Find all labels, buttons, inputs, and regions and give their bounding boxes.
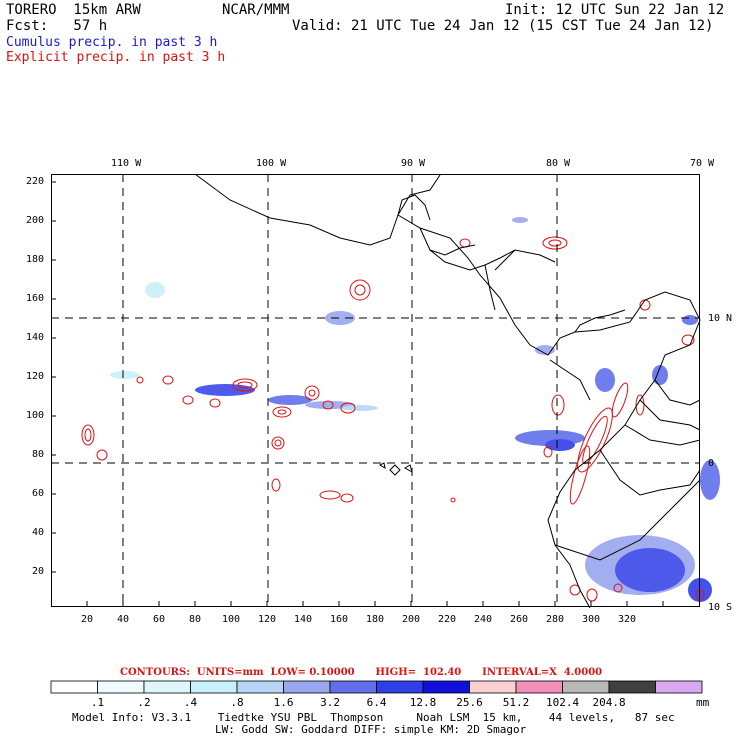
y-tick-label: 160 (26, 293, 45, 304)
y-tick-label: 40 (32, 527, 45, 538)
x-tick-label: 320 (618, 614, 637, 625)
lat-label-10n: 10 N (708, 313, 733, 324)
x-tick-label: 220 (438, 614, 457, 625)
lat-label-0: 0 (708, 458, 715, 469)
x-tick-label: 140 (294, 614, 313, 625)
lat-label-10s: 10 S (708, 602, 733, 613)
cumulus-precip-shading (110, 217, 720, 602)
y-tick-label: 140 (26, 332, 45, 343)
colorbar-cells (50, 680, 703, 694)
colorbar-cell (143, 680, 191, 694)
init-time: Init: 12 UTC Sun 22 Jan 12 (505, 2, 725, 18)
colorbar-label: 12.8 (409, 696, 437, 709)
colorbar-label: .4 (183, 696, 198, 709)
x-tick-label: 200 (402, 614, 421, 625)
model-info: Model Info: V3.3.1 Tiedtke YSU PBL Thomp… (72, 711, 675, 724)
latlon-grid (51, 174, 700, 606)
y-tick-label: 60 (32, 488, 45, 499)
x-tick-label: 60 (153, 614, 166, 625)
org-label: NCAR/MMM (222, 2, 290, 18)
colorbar-cell (608, 680, 656, 694)
colorbar-cell (283, 680, 331, 694)
model-title: TORERO 15km ARW (6, 2, 141, 18)
x-tick-label: 100 (222, 614, 241, 625)
colorbar-label: 3.2 (320, 696, 340, 709)
y-tick-label: 180 (26, 254, 45, 265)
colorbar-label: .2 (137, 696, 151, 709)
colorbar-cell (515, 680, 563, 694)
physics-info: LW: Godd SW: Goddard DIFF: simple KM: 2D… (215, 723, 527, 736)
lon-label-90w: 90 W (401, 158, 426, 169)
colorbar-cell (190, 680, 238, 694)
contour-info: CONTOURS: UNITS=mm LOW= 0.10000 HIGH= 10… (120, 667, 603, 678)
legend-cumulus: Cumulus precip. in past 3 h (6, 35, 218, 50)
colorbar-label: .8 (230, 696, 244, 709)
colorbar-label: 25.6 (456, 696, 483, 709)
colorbar-cell (655, 680, 703, 694)
colorbar-cell (422, 680, 470, 694)
legend-explicit: Explicit precip. in past 3 h (6, 50, 226, 65)
y-tick-label: 200 (26, 215, 45, 226)
y-tick-label: 20 (32, 566, 45, 577)
x-tick-label: 20 (81, 614, 94, 625)
colorbar-cell (562, 680, 610, 694)
colorbar-cell (376, 680, 424, 694)
colorbar-label: 6.4 (366, 696, 387, 709)
colorbar-cell (97, 680, 145, 694)
colorbar-label: 51.2 (502, 696, 530, 709)
x-tick-label: 240 (474, 614, 493, 625)
x-tick-label: 180 (366, 614, 385, 625)
valid-time: Valid: 21 UTC Tue 24 Jan 12 (15 CST Tue … (292, 18, 714, 34)
colorbar-cell (236, 680, 284, 694)
x-tick-label: 260 (510, 614, 529, 625)
lon-label-70w: 70 W (690, 158, 715, 169)
lon-label-110w: 110 W (111, 158, 142, 169)
colorbar-label: 204.8 (592, 696, 626, 709)
x-tick-label: 280 (546, 614, 565, 625)
y-tick-label: 220 (26, 176, 45, 187)
forecast-hour: Fcst: 57 h (6, 18, 108, 34)
x-tick-label: 160 (330, 614, 349, 625)
colorbar-cell (469, 680, 517, 694)
x-tick-label: 120 (258, 614, 277, 625)
y-tick-label: 120 (26, 371, 45, 382)
plot-frame (51, 174, 700, 607)
y-tick-label: 80 (32, 449, 45, 460)
colorbar-cell (50, 680, 98, 694)
y-tick-label: 100 (26, 410, 45, 421)
colorbar-cell (329, 680, 377, 694)
lon-label-100w: 100 W (256, 158, 287, 169)
colorbar-label: 102.4 (546, 696, 580, 709)
x-tick-label: 300 (582, 614, 601, 625)
axis-ticks (51, 181, 664, 606)
lon-label-80w: 80 W (546, 158, 571, 169)
colorbar-unit: mm (696, 696, 710, 709)
x-tick-label: 40 (117, 614, 130, 625)
colorbar-label: 1.6 (273, 696, 294, 709)
x-tick-label: 80 (189, 614, 202, 625)
colorbar-label: .1 (90, 696, 105, 709)
coastlines (194, 173, 701, 609)
